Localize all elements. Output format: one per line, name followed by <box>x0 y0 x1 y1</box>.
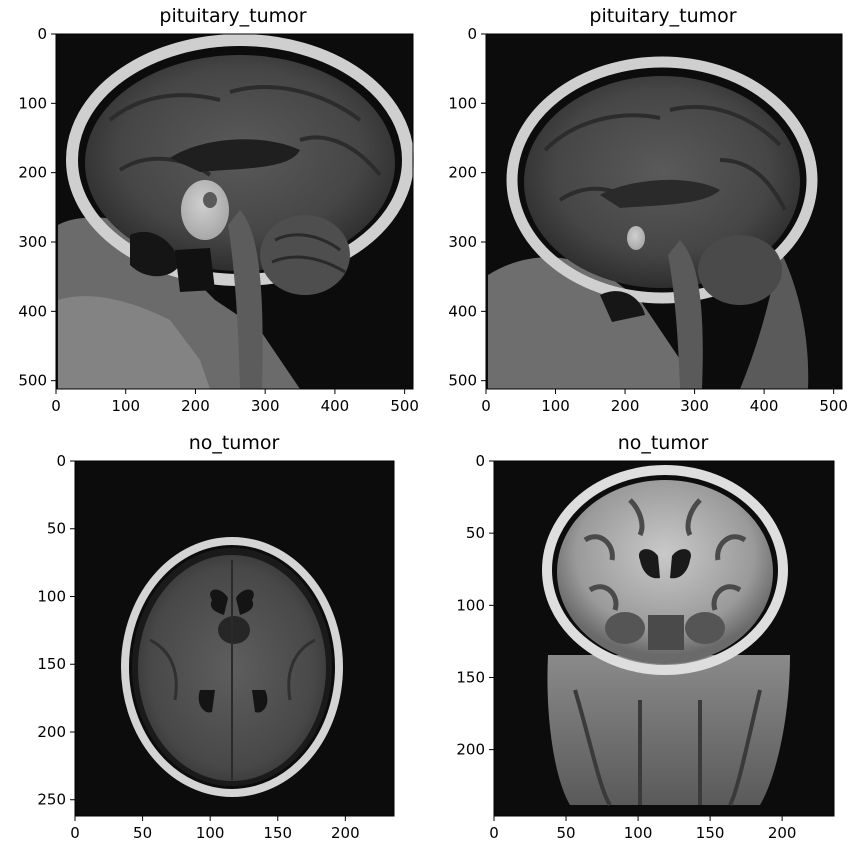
panel-3-xtick-label: 150 <box>263 824 292 842</box>
panel-2-ytick-label: 500 <box>448 372 477 390</box>
panel-1-title: pituitary_tumor <box>159 5 306 27</box>
panel-2-ytick-label: 400 <box>448 302 477 320</box>
panel-3-ytick-label: 200 <box>37 723 66 741</box>
panel-2-ytick-label: 200 <box>448 164 477 182</box>
panel-1-xtick-label: 200 <box>181 397 210 415</box>
panel-3-yticks: 0 50 100 150 200 250 <box>37 452 75 809</box>
panel-3-ytick-label: 150 <box>37 655 66 673</box>
panel-4: no_tumor 0 50 100 150 200 0 50 100 150 200 <box>456 432 835 842</box>
panel-1-yticks: 0 100 200 300 400 500 <box>18 25 56 390</box>
panel-3-xticks: 0 50 100 150 200 <box>70 816 360 842</box>
panel-4-xtick-label: 100 <box>624 824 653 842</box>
panel-2-xtick-label: 400 <box>750 397 779 415</box>
panel-4-xtick-label: 200 <box>768 824 797 842</box>
panel-2-xtick-label: 500 <box>819 397 848 415</box>
panel-3-title: no_tumor <box>189 432 280 454</box>
panel-3-image <box>75 461 394 816</box>
panel-1: pituitary_tumor 0 100 <box>18 5 419 415</box>
panel-1-xtick-label: 400 <box>321 397 350 415</box>
panel-3-ytick-label: 0 <box>56 452 66 470</box>
panel-1-xtick-label: 100 <box>111 397 140 415</box>
panel-4-yticks: 0 50 100 150 200 <box>456 452 494 759</box>
panel-4-ytick-label: 150 <box>456 668 485 686</box>
panel-3-ytick-label: 250 <box>37 791 66 809</box>
panel-3-xtick-label: 100 <box>196 824 225 842</box>
panel-1-ytick-label: 300 <box>18 233 47 251</box>
panel-2-ytick-label: 100 <box>448 94 477 112</box>
panel-1-xticks: 0 100 200 300 400 500 <box>51 389 419 415</box>
panel-2-xtick-label: 100 <box>541 397 570 415</box>
panel-3-xtick-label: 50 <box>133 824 152 842</box>
panel-1-xtick-label: 500 <box>390 397 419 415</box>
panel-4-ytick-label: 0 <box>475 452 485 470</box>
panel-2-yticks: 0 100 200 300 400 500 <box>448 25 486 390</box>
panel-4-xtick-label: 50 <box>556 824 575 842</box>
panel-2-xticks: 0 100 200 300 400 500 <box>481 389 848 415</box>
panel-2-ytick-label: 300 <box>448 233 477 251</box>
panel-2-xtick-label: 200 <box>611 397 640 415</box>
panel-3-xtick-label: 200 <box>331 824 360 842</box>
panel-4-ytick-label: 100 <box>456 596 485 614</box>
panel-1-xtick-label: 300 <box>251 397 280 415</box>
panel-1-ytick-label: 400 <box>18 302 47 320</box>
panel-1-ytick-label: 500 <box>18 372 47 390</box>
panel-3-ytick-label: 50 <box>47 520 66 538</box>
panel-4-xtick-label: 150 <box>696 824 725 842</box>
panel-2-image <box>486 34 842 389</box>
panel-2-xtick-label: 0 <box>481 397 491 415</box>
panel-4-xticks: 0 50 100 150 200 <box>489 816 796 842</box>
panel-3: no_tumor 0 50 100 150 200 0 50 100 150 200 250 <box>37 432 395 842</box>
panel-1-image <box>56 34 414 389</box>
panel-4-ytick-label: 50 <box>466 524 485 542</box>
panel-1-ytick-label: 0 <box>37 25 47 43</box>
panel-2-ytick-label: 0 <box>467 25 477 43</box>
panel-1-ytick-label: 200 <box>18 164 47 182</box>
panel-4-ytick-label: 200 <box>456 741 485 759</box>
panel-1-ytick-label: 100 <box>18 94 47 112</box>
panel-1-xtick-label: 0 <box>51 397 61 415</box>
panel-3-ytick-label: 100 <box>37 587 66 605</box>
panel-4-xtick-label: 0 <box>489 824 499 842</box>
panel-4-image <box>494 461 834 816</box>
panel-2-title: pituitary_tumor <box>589 5 736 27</box>
panel-2-xtick-label: 300 <box>680 397 709 415</box>
panel-3-xtick-label: 0 <box>70 824 80 842</box>
panel-2: pituitary_tumor 0 100 200 300 400 500 0 100 200… <box>448 5 848 415</box>
panel-4-title: no_tumor <box>618 432 709 454</box>
